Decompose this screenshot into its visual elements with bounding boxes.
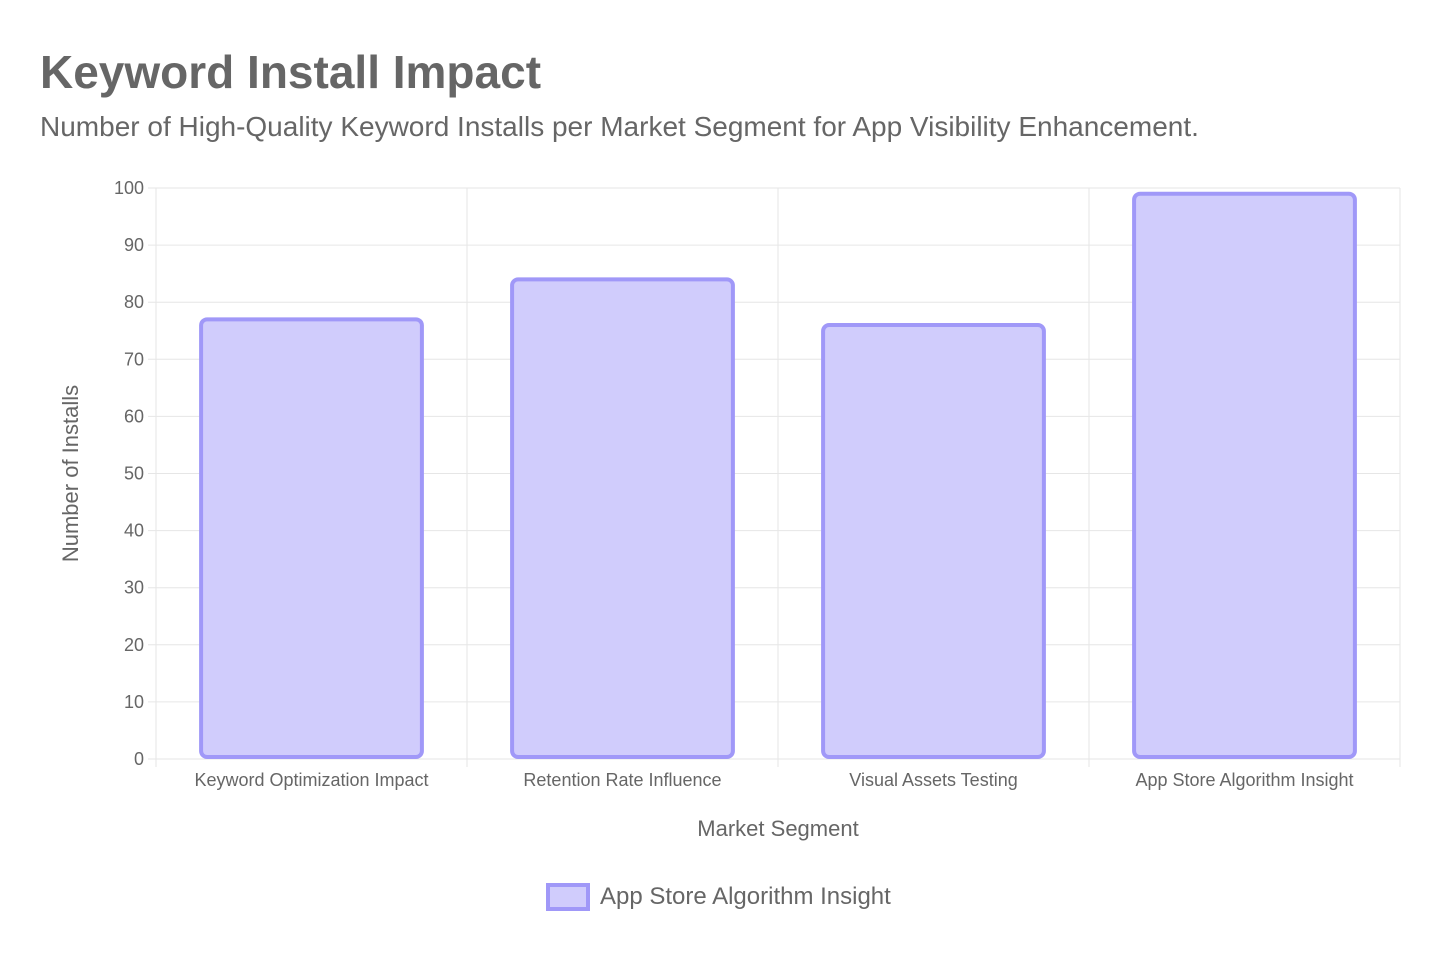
legend-label: App Store Algorithm Insight — [600, 883, 891, 910]
y-tick-label: 70 — [124, 349, 144, 369]
y-axis-title: Number of Installs — [58, 385, 83, 562]
y-tick-label: 100 — [114, 178, 144, 198]
y-tick-label: 30 — [124, 578, 144, 598]
y-tick-label: 20 — [124, 635, 144, 655]
chart-subtitle: Number of High-Quality Keyword Installs … — [40, 111, 1199, 142]
x-tick-label: App Store Algorithm Insight — [1135, 770, 1353, 790]
y-tick-label: 60 — [124, 406, 144, 426]
y-tick-label: 50 — [124, 464, 144, 484]
x-axis-title: Market Segment — [697, 816, 858, 841]
y-tick-label: 80 — [124, 292, 144, 312]
legend-swatch — [546, 883, 590, 911]
y-tick-label: 0 — [134, 749, 144, 769]
bar[interactable] — [510, 277, 735, 759]
bar[interactable] — [1132, 191, 1357, 759]
x-tick-label: Keyword Optimization Impact — [194, 770, 428, 790]
chart-title: Keyword Install Impact — [40, 46, 542, 98]
y-axis-ticks: 0 10 20 30 40 50 60 70 80 90 100 — [114, 178, 144, 769]
y-tick-label: 90 — [124, 235, 144, 255]
y-tick-label: 40 — [124, 521, 144, 541]
x-tick-label: Retention Rate Influence — [523, 770, 721, 790]
bar[interactable] — [199, 317, 424, 759]
x-tick-label: Visual Assets Testing — [849, 770, 1017, 790]
x-axis-ticks: Keyword Optimization Impact Retention Rat… — [194, 770, 1353, 790]
legend[interactable]: App Store Algorithm Insight — [546, 883, 891, 911]
bars — [199, 191, 1357, 759]
bar[interactable] — [821, 323, 1046, 759]
y-tick-label: 10 — [124, 692, 144, 712]
